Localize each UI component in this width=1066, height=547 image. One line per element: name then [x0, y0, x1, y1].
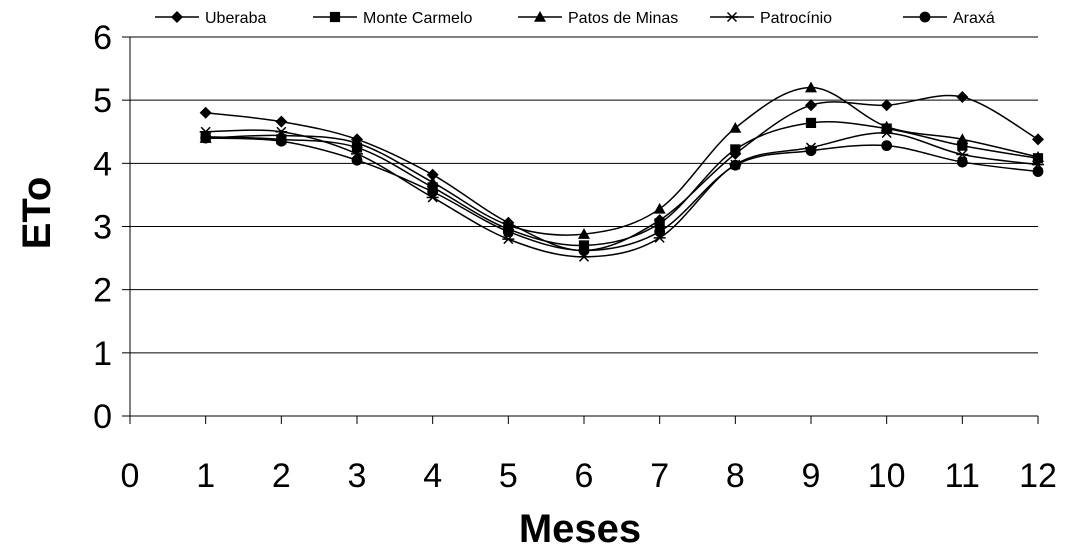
x-tick-label: 8 — [726, 457, 745, 495]
x-tick-label: 0 — [121, 457, 140, 495]
x-tick-label: 1 — [196, 457, 215, 495]
asterisk-stroke — [881, 127, 892, 139]
point-circle — [427, 186, 439, 198]
legend-item: Uberaba — [155, 10, 266, 27]
y-tick-label: 4 — [93, 145, 112, 183]
x-tick-label: 5 — [499, 457, 518, 495]
point-circle — [881, 140, 893, 152]
axes — [122, 36, 1039, 424]
y-tick-label: 6 — [93, 19, 112, 57]
legend-item: Monte Carmelo — [313, 10, 472, 27]
point-square — [730, 144, 741, 155]
point-asterisk — [726, 11, 738, 23]
legend-item: Patos de Minas — [518, 10, 678, 27]
point-square — [957, 140, 968, 151]
point-diamond — [275, 115, 288, 128]
point-asterisk — [502, 234, 515, 245]
point-circle — [729, 159, 741, 171]
point-asterisk — [880, 127, 893, 139]
x-tick-label: 2 — [272, 457, 291, 495]
point-triangle — [1032, 151, 1044, 162]
point-circle — [200, 132, 212, 144]
legend-label: Patrocínio — [760, 10, 832, 27]
legend-label: Uberaba — [205, 10, 266, 27]
x-tick-label: 4 — [423, 457, 442, 495]
point-triangle — [351, 137, 363, 148]
y-tick-label: 2 — [93, 272, 112, 310]
y-tick-label: 3 — [93, 209, 112, 247]
point-asterisk — [956, 149, 969, 160]
point-triangle — [578, 228, 590, 239]
series-line — [205, 137, 1039, 252]
point-square — [329, 11, 341, 23]
point-triangle — [534, 11, 546, 22]
point-circle — [578, 245, 590, 256]
point-diamond — [171, 11, 183, 23]
point-triangle — [880, 120, 893, 132]
point-triangle — [729, 121, 742, 133]
point-circle — [805, 145, 817, 157]
legend-label: Monte Carmelo — [363, 10, 472, 27]
asterisk-stroke — [726, 11, 738, 23]
asterisk-stroke — [957, 149, 968, 160]
point-triangle — [956, 133, 969, 145]
point-square — [805, 117, 817, 129]
x-tick-label: 9 — [802, 457, 821, 495]
point-diamond — [199, 106, 212, 119]
point-circle — [275, 135, 287, 147]
asterisk-stroke — [503, 234, 514, 245]
point-diamond — [880, 99, 893, 112]
y-tick-label: 0 — [93, 398, 112, 436]
point-circle — [956, 156, 968, 168]
series-lines — [199, 81, 1044, 262]
x-tick-label: 3 — [348, 457, 367, 495]
series-uberaba — [199, 91, 1044, 257]
legend: Uberaba Monte Carmelo Patos de Minas Patroc… — [155, 10, 995, 27]
point-diamond — [805, 99, 817, 112]
series-araxá — [200, 132, 1044, 256]
series-line — [205, 86, 1039, 236]
point-triangle — [653, 202, 666, 214]
point-asterisk — [275, 126, 288, 137]
x-tick-label: 7 — [650, 457, 669, 495]
y-tick-label: 1 — [93, 335, 112, 373]
gridlines — [130, 36, 1038, 354]
point-triangle — [426, 176, 439, 188]
x-tick-label: 11 — [945, 457, 980, 495]
point-diamond — [956, 91, 969, 104]
point-circle — [654, 226, 666, 237]
x-tick-label: 6 — [575, 457, 594, 495]
series-line — [205, 129, 1039, 258]
x-axis-title: Meses — [519, 507, 641, 547]
point-diamond — [426, 168, 439, 181]
legend-label: Araxá — [953, 10, 995, 27]
point-square — [654, 218, 665, 229]
legend-label: Patos de Minas — [568, 10, 678, 27]
legend-item: Araxá — [903, 10, 995, 27]
y-tick-label: 5 — [93, 82, 112, 120]
series-patos-de-minas — [199, 81, 1044, 239]
y-axis-title: ETo — [15, 177, 59, 250]
point-triangle — [805, 81, 817, 93]
legend-item: Patrocínio — [710, 10, 832, 27]
point-circle — [502, 226, 514, 237]
point-diamond — [1032, 133, 1044, 146]
point-circle — [1032, 166, 1044, 177]
x-tick-label: 12 — [1019, 457, 1057, 495]
x-tick-label: 10 — [868, 457, 906, 495]
asterisk-stroke — [276, 126, 287, 137]
point-circle — [919, 11, 931, 23]
point-circle — [351, 154, 363, 166]
